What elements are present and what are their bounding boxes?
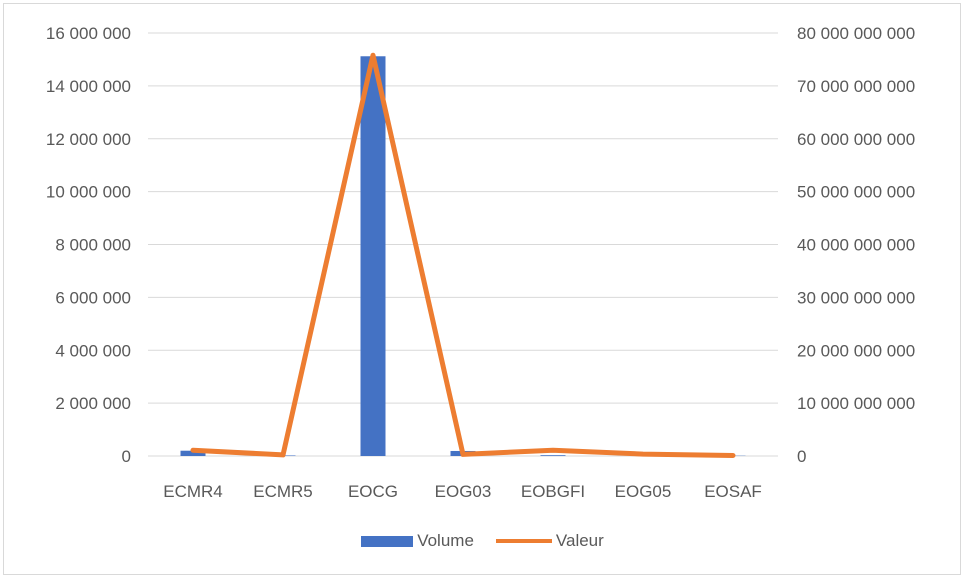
right-tick-label: 40 000 000 000 bbox=[797, 236, 915, 255]
volume-bar bbox=[180, 450, 206, 456]
valeur-line bbox=[190, 52, 736, 458]
chart-area bbox=[3, 3, 961, 575]
left-axis: 0 2 000 000 4 000 000 6 000 000 8 000 000 10 … bbox=[46, 24, 131, 466]
left-tick-label: 4 000 000 bbox=[55, 341, 131, 360]
legend-label-valeur: Valeur bbox=[555, 531, 604, 550]
x-tick-label: ECMR4 bbox=[163, 482, 223, 501]
right-tick-label: 80 000 000 000 bbox=[797, 24, 915, 43]
left-tick-label: 12 000 000 bbox=[46, 130, 131, 149]
legend-item-valeur: Valeur bbox=[495, 531, 604, 551]
right-tick-label: 50 000 000 000 bbox=[797, 183, 915, 202]
right-axis: 0 10 000 000 000 20 000 000 000 30 000 000 … bbox=[797, 24, 915, 466]
volume-bars bbox=[180, 56, 746, 456]
right-tick-label: 10 000 000 000 bbox=[797, 394, 915, 413]
valeur-line-series bbox=[190, 52, 736, 458]
volume-bar bbox=[360, 56, 386, 456]
x-tick-label: EOG03 bbox=[435, 482, 492, 501]
right-tick-label: 20 000 000 000 bbox=[797, 341, 915, 360]
right-tick-label: 60 000 000 000 bbox=[797, 130, 915, 149]
right-tick-label: 0 bbox=[797, 447, 806, 466]
legend-item-volume: Volume bbox=[361, 531, 474, 551]
left-tick-label: 10 000 000 bbox=[46, 183, 131, 202]
left-tick-label: 2 000 000 bbox=[55, 394, 131, 413]
legend: Volume Valeur bbox=[0, 528, 965, 554]
x-tick-label: EOBGFI bbox=[521, 482, 585, 501]
x-tick-label: EOCG bbox=[348, 482, 398, 501]
left-tick-label: 16 000 000 bbox=[46, 24, 131, 43]
x-tick-label: EOG05 bbox=[615, 482, 672, 501]
right-tick-label: 30 000 000 000 bbox=[797, 288, 915, 307]
gridlines bbox=[148, 32, 778, 457]
legend-swatch-valeur bbox=[495, 539, 552, 543]
left-tick-label: 8 000 000 bbox=[55, 236, 131, 255]
left-tick-label: 0 bbox=[122, 447, 131, 466]
x-tick-label: ECMR5 bbox=[253, 482, 313, 501]
left-tick-label: 14 000 000 bbox=[46, 77, 131, 96]
x-tick-label: EOSAF bbox=[704, 482, 762, 501]
legend-swatch-volume bbox=[361, 535, 414, 547]
x-axis: ECMR4 ECMR5 EOCG EOG03 EOBGFI EOG05 EOSAF bbox=[163, 482, 762, 501]
volume-bar bbox=[540, 455, 566, 456]
legend-label-volume: Volume bbox=[417, 531, 474, 550]
right-tick-label: 70 000 000 000 bbox=[797, 77, 915, 96]
left-tick-label: 6 000 000 bbox=[55, 288, 131, 307]
